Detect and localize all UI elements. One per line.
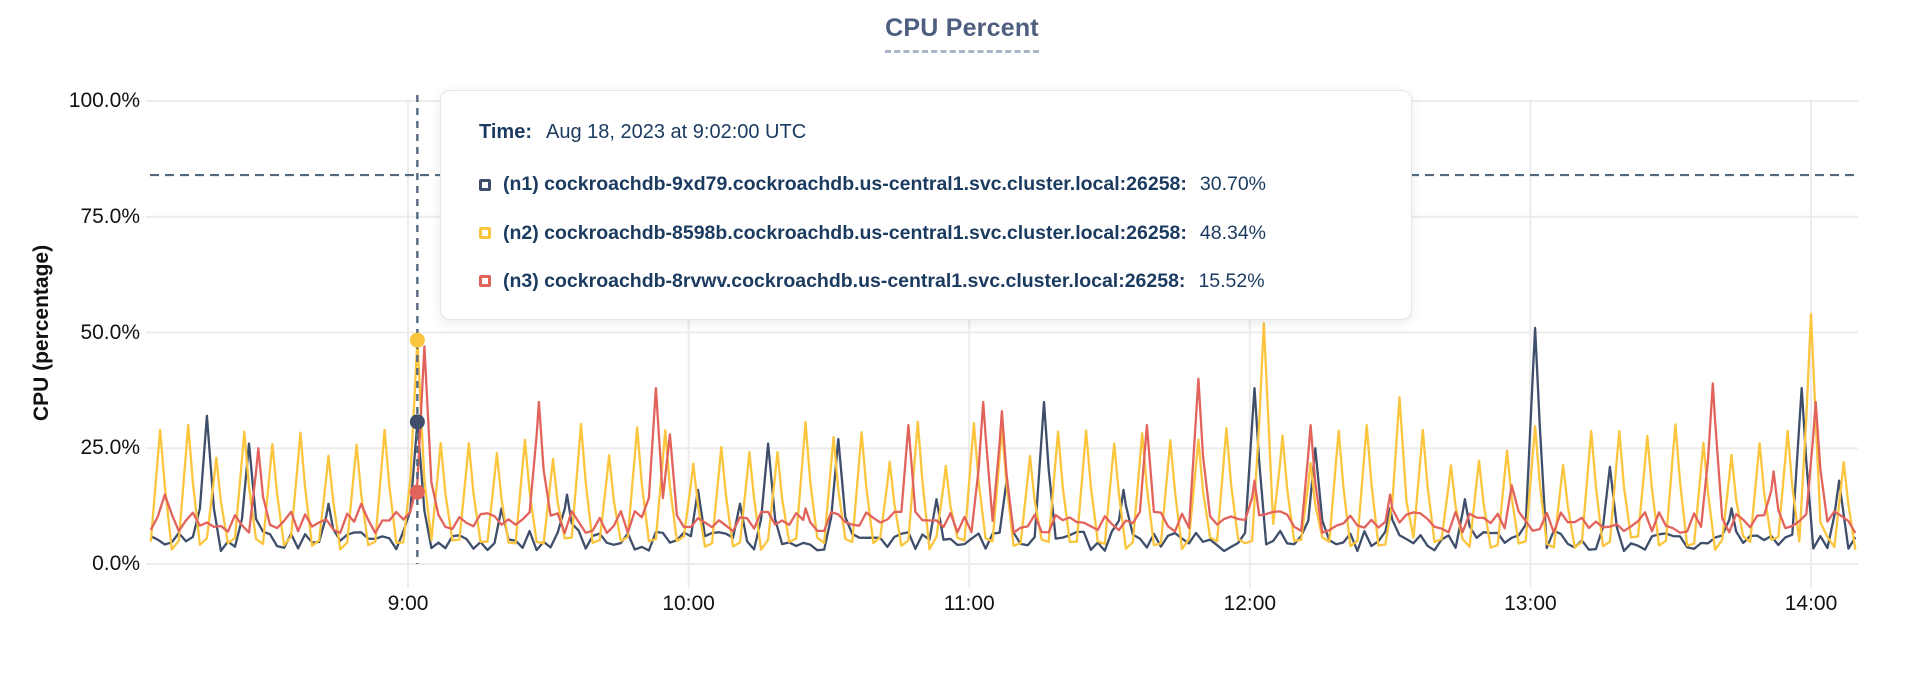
hover-marker-n2 [409,332,425,348]
series-n2-swatch-icon [479,227,491,240]
hover-marker-n3 [409,484,425,500]
series-n3-swatch-icon [479,275,491,288]
tooltip-time-row: Time: Aug 18, 2023 at 9:02:00 UTC [479,121,1375,144]
tooltip-series-row-n3: (n3) cockroachdb-8rvwv.cockroachdb.us-ce… [479,270,1375,293]
series-line-n2[interactable] [149,312,1857,551]
series-n2-name: (n2) cockroachdb-8598b.cockroachdb.us-ce… [503,221,1187,244]
x-tick-label-11: 11:00 [943,592,995,615]
series-n1-value: 30.70% [1199,173,1267,196]
series-n1-name: (n1) cockroachdb-9xd79.cockroachdb.us-ce… [503,173,1187,196]
y-tick-label-0: 0.0% [92,552,140,575]
chart-title[interactable]: CPU Percent [885,14,1039,53]
series-n3-name: (n3) cockroachdb-8rvwv.cockroachdb.us-ce… [503,269,1186,292]
tooltip-series-row-n1: (n1) cockroachdb-9xd79.cockroachdb.us-ce… [479,173,1375,196]
y-tick-label-100: 100.0% [68,89,140,112]
x-tick-label-10: 10:00 [662,592,715,615]
x-tick-label-13: 13:00 [1504,592,1557,615]
series-n1-swatch-icon [479,178,491,191]
hover-marker-n1 [409,414,425,430]
tooltip-series-row-n2: (n2) cockroachdb-8598b.cockroachdb.us-ce… [479,222,1375,245]
y-tick-label-75: 75.0% [80,204,140,228]
series-n2-value: 48.34% [1199,221,1267,244]
x-tick-label-9: 9:00 [387,592,429,615]
series-n3-value: 15.52% [1198,269,1265,292]
tooltip-time-value: Aug 18, 2023 at 9:02:00 UTC [545,121,807,143]
x-tick-label-12: 12:00 [1223,592,1277,615]
y-tick-label-50: 50.0% [80,320,140,344]
chart-title-wrap: CPU Percent [0,14,1924,53]
y-tick-label-25: 25.0% [80,436,140,460]
chart-hover-tooltip: Time: Aug 18, 2023 at 9:02:00 UTC (n1) co… [440,90,1412,320]
series-line-n3[interactable] [149,345,1857,535]
tooltip-time-label: Time: [479,121,532,143]
x-tick-label-14: 14:00 [1784,592,1838,615]
